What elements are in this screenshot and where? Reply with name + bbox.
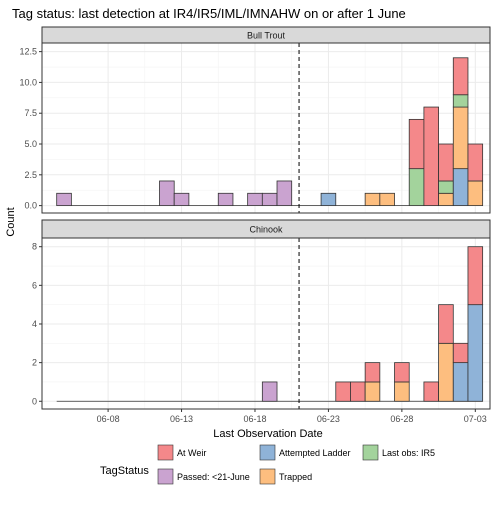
- bar-segment: [261, 381, 278, 402]
- legend: TagStatus At Weir Attempted Ladder Last ob…: [100, 444, 435, 485]
- bar-segment: [467, 304, 484, 402]
- y-tick-label: 12.5: [19, 47, 37, 57]
- x-axis-title: Last Observation Date: [213, 428, 322, 440]
- bar-segment: [56, 192, 72, 207]
- chart-title: Tag status: last detection at IR4/IR5/IM…: [12, 6, 406, 21]
- bar-segment: [320, 192, 337, 207]
- bar-segment: [379, 192, 395, 207]
- y-tick-label: 5.0: [24, 139, 37, 149]
- x-tick-label: 06-23: [317, 414, 340, 424]
- bar-segment: [364, 362, 381, 383]
- legend-label: Last obs: IR5: [382, 448, 435, 458]
- y-tick-label: 10.0: [19, 77, 37, 87]
- bar-segment: [452, 94, 469, 108]
- legend-item: Last obs: IR5: [362, 444, 435, 461]
- y-tick-label: 6: [32, 280, 37, 290]
- bar-segment: [452, 362, 469, 402]
- y-tick-label: 7.5: [24, 108, 37, 118]
- panel-bull-trout: Bull Trout 0.0 2.5 5.0 7.5 10.0 12.5: [19, 26, 491, 214]
- legend-label: Trapped: [279, 472, 312, 482]
- legend-title: TagStatus: [100, 465, 149, 477]
- bar-segment: [408, 168, 425, 207]
- bar-segment: [452, 57, 469, 96]
- bar-segment: [452, 168, 469, 207]
- bar-segment: [423, 381, 439, 402]
- y-axis-title: Count: [5, 207, 17, 236]
- x-tick-label: 06-18: [243, 414, 266, 424]
- bar-segment: [408, 118, 425, 170]
- y-tick-label: 0: [32, 396, 37, 406]
- legend-swatch: [157, 444, 174, 461]
- facet-panels: Bull Trout 0.0 2.5 5.0 7.5 10.0 12.5 Chinook 0 2 4…: [19, 26, 491, 424]
- panel-chinook: Chinook 0 2 4 6 8 06-08 06-13 06-18 06-23 06-28 07-…: [32, 219, 491, 424]
- y-tick-label: 2.5: [24, 170, 37, 180]
- bar-segment: [438, 304, 454, 344]
- bar-segment: [438, 192, 454, 207]
- bar-segment: [159, 180, 175, 207]
- legend-item: At Weir: [157, 444, 206, 461]
- legend-swatch: [259, 444, 276, 461]
- bar-segment: [350, 381, 366, 402]
- panel-border: [41, 42, 491, 214]
- bar-segment: [394, 381, 410, 402]
- y-tick-label: 4: [32, 319, 37, 329]
- bar-segment: [467, 246, 484, 306]
- bar-segment: [467, 180, 484, 207]
- x-tick-label: 06-08: [97, 414, 120, 424]
- legend-label: At Weir: [177, 448, 206, 458]
- bar-segment: [423, 106, 439, 207]
- bar-segment: [247, 192, 263, 207]
- bar-segment: [335, 381, 351, 402]
- legend-label: Passed: <21-June: [177, 472, 250, 482]
- x-tick-label: 06-28: [390, 414, 413, 424]
- legend-swatch: [362, 444, 379, 461]
- y-tick-label: 0.0: [24, 201, 37, 211]
- bar-segment: [438, 143, 454, 182]
- bar-segment: [438, 342, 454, 402]
- y-tick-label: 8: [32, 242, 37, 252]
- legend-item: Trapped: [259, 468, 312, 485]
- bar-segment: [467, 143, 484, 182]
- legend-item: Attempted Ladder: [259, 444, 351, 461]
- facet-strip-label: Bull Trout: [247, 31, 286, 41]
- x-tick-label: 07-03: [464, 414, 487, 424]
- bar-segment: [173, 192, 190, 207]
- x-tick-label: 06-13: [170, 414, 193, 424]
- legend-item: Passed: <21-June: [157, 468, 250, 485]
- bar-segment: [438, 180, 454, 194]
- bar-segment: [261, 192, 278, 207]
- legend-swatch: [259, 468, 276, 485]
- bar-segment: [452, 342, 469, 364]
- bar-segment: [217, 192, 234, 207]
- bar-segment: [276, 180, 293, 207]
- legend-label: Attempted Ladder: [279, 448, 351, 458]
- y-tick-label: 2: [32, 358, 37, 368]
- bar-segment: [364, 192, 381, 207]
- bar-segment: [364, 381, 381, 402]
- bar-segment: [452, 106, 469, 170]
- bar-segment: [394, 362, 410, 383]
- facet-strip-label: Chinook: [249, 225, 283, 235]
- legend-swatch: [157, 468, 174, 485]
